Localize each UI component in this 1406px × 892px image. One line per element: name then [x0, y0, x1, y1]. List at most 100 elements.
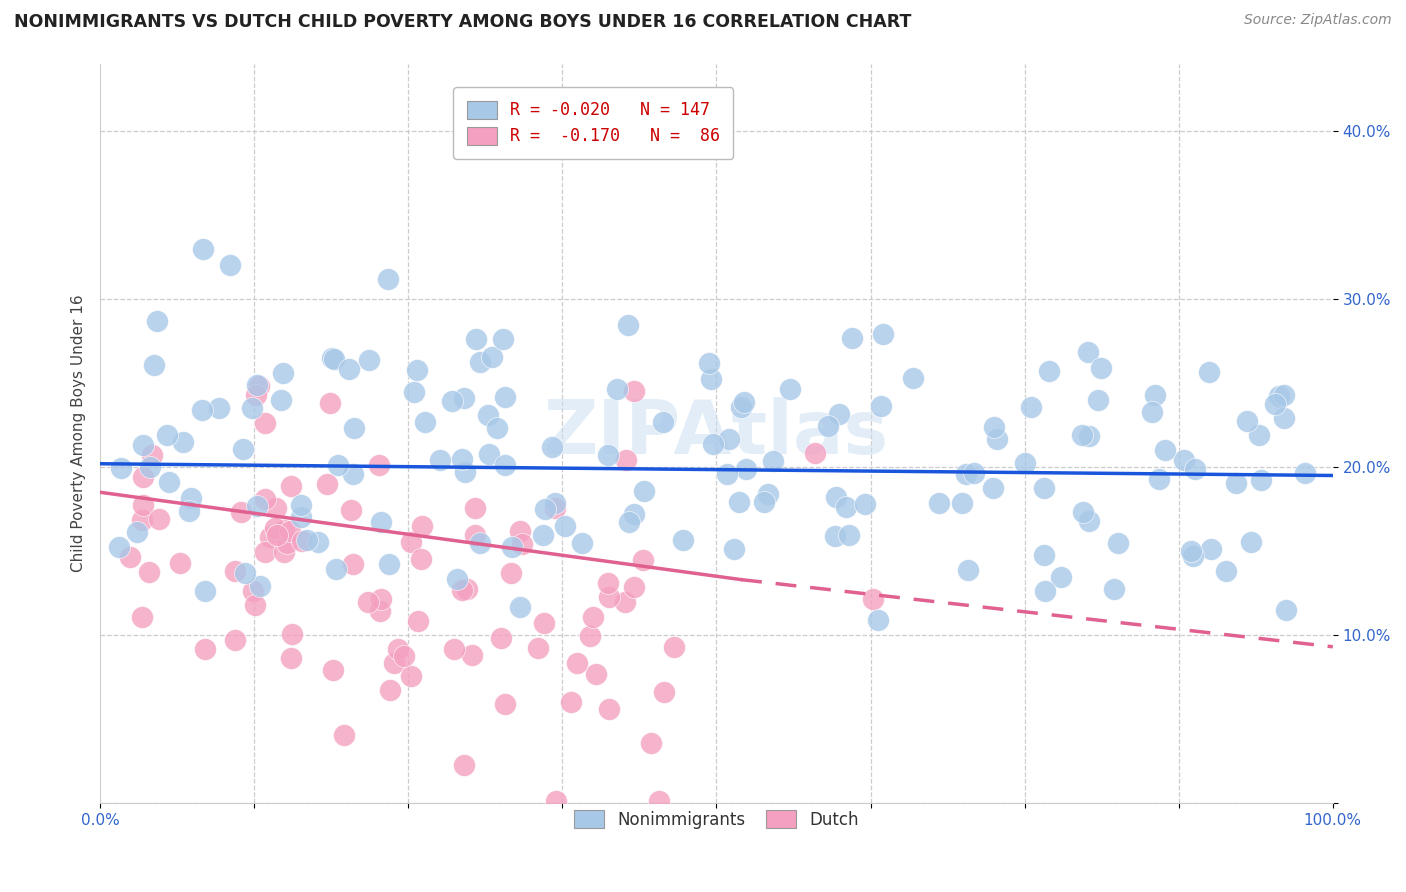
Point [598, 448, 620, 462]
Point [531, 528, 554, 542]
Point [623, 581, 645, 595]
Point [1199, 542, 1222, 557]
Point [494, 458, 516, 473]
Point [323, 351, 346, 366]
Point [343, 421, 366, 435]
Point [180, 491, 202, 506]
Point [273, 545, 295, 559]
Point [169, 556, 191, 570]
Point [554, 519, 576, 533]
Point [494, 697, 516, 711]
Point [172, 435, 194, 450]
Point [804, 446, 827, 460]
Point [273, 523, 295, 537]
Point [617, 318, 640, 333]
Point [870, 399, 893, 413]
Point [307, 535, 329, 549]
Point [1032, 548, 1054, 562]
Point [245, 388, 267, 402]
Point [1050, 569, 1073, 583]
Point [259, 530, 281, 544]
Point [633, 483, 655, 498]
Point [271, 366, 294, 380]
Point [132, 437, 155, 451]
Point [716, 467, 738, 482]
Point [280, 651, 302, 665]
Point [702, 437, 724, 451]
Point [461, 648, 484, 662]
Point [481, 350, 503, 364]
Point [194, 641, 217, 656]
Point [928, 496, 950, 510]
Point [406, 615, 429, 629]
Point [855, 497, 877, 511]
Point [1198, 365, 1220, 379]
Point [662, 640, 685, 655]
Point [824, 529, 846, 543]
Point [139, 460, 162, 475]
Point [872, 327, 894, 342]
Point [235, 566, 257, 580]
Point [986, 432, 1008, 446]
Point [565, 656, 588, 670]
Point [950, 495, 973, 509]
Point [219, 258, 242, 272]
Point [623, 384, 645, 398]
Point [357, 352, 380, 367]
Point [157, 475, 180, 490]
Point [1070, 427, 1092, 442]
Point [648, 794, 671, 808]
Point [981, 481, 1004, 495]
Point [614, 594, 637, 608]
Point [456, 582, 478, 596]
Point [623, 507, 645, 521]
Point [1078, 429, 1101, 443]
Point [1021, 401, 1043, 415]
Point [318, 396, 340, 410]
Point [357, 595, 380, 609]
Point [405, 362, 427, 376]
Point [640, 736, 662, 750]
Point [1038, 364, 1060, 378]
Point [477, 409, 499, 423]
Point [1087, 392, 1109, 407]
Point [276, 536, 298, 550]
Point [752, 495, 775, 509]
Point [614, 452, 637, 467]
Point [598, 590, 620, 604]
Point [446, 572, 468, 586]
Point [326, 458, 349, 472]
Point [1250, 473, 1272, 487]
Point [468, 536, 491, 550]
Point [402, 385, 425, 400]
Point [509, 524, 531, 538]
Point [596, 575, 619, 590]
Point [253, 492, 276, 507]
Point [264, 500, 287, 515]
Point [579, 629, 602, 643]
Point [606, 382, 628, 396]
Point [399, 534, 422, 549]
Point [143, 358, 166, 372]
Point [242, 584, 264, 599]
Point [827, 407, 849, 421]
Point [841, 331, 863, 345]
Legend: Nonimmigrants, Dutch: Nonimmigrants, Dutch [568, 804, 865, 835]
Point [127, 524, 149, 539]
Point [333, 728, 356, 742]
Point [249, 579, 271, 593]
Point [243, 598, 266, 612]
Point [1147, 473, 1170, 487]
Point [1102, 582, 1125, 596]
Point [779, 383, 801, 397]
Point [382, 657, 405, 671]
Point [728, 495, 751, 509]
Point [723, 541, 745, 556]
Point [560, 695, 582, 709]
Point [315, 477, 337, 491]
Point [156, 428, 179, 442]
Point [1071, 505, 1094, 519]
Point [544, 500, 567, 515]
Point [454, 465, 477, 479]
Point [534, 502, 557, 516]
